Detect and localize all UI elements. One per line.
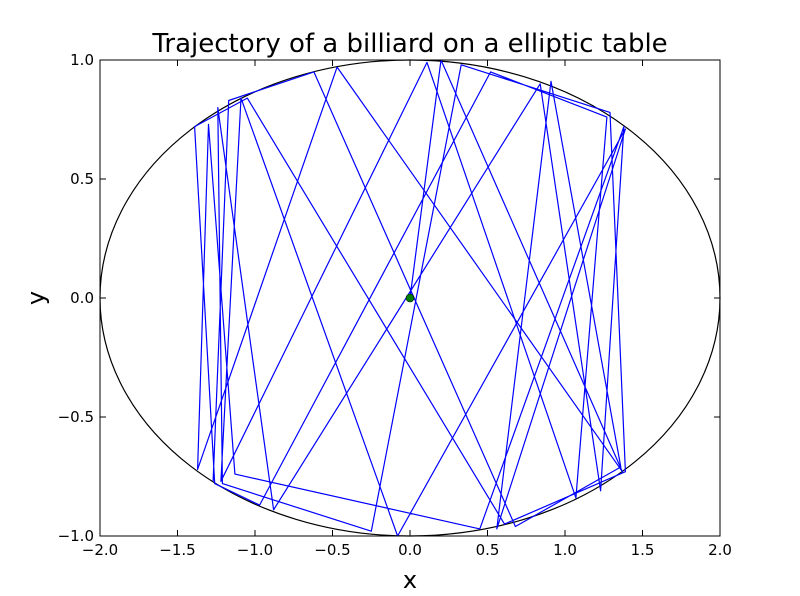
x-tick-label: 2.0 <box>708 541 732 559</box>
y-tick-label: 0.0 <box>70 289 94 307</box>
x-tick-label: −0.5 <box>314 541 350 559</box>
x-tick-label: 0.5 <box>476 541 500 559</box>
trajectory-line <box>194 59 627 537</box>
y-tick-label: 1.0 <box>70 51 94 69</box>
start-point-marker <box>405 293 415 303</box>
x-tick-label: 1.0 <box>553 541 577 559</box>
axis-ticks: −2.0 −1.5 −1.0 −0.5 0.0 0.5 1.0 1.5 2.0 −1.0 −0.5 0… <box>58 51 732 559</box>
axes-frame <box>99 59 721 537</box>
x-tick-label: −1.5 <box>159 541 195 559</box>
y-tick-label: 0.5 <box>70 170 94 188</box>
y-axis-label: y <box>22 291 50 305</box>
x-tick-label: 0.0 <box>398 541 422 559</box>
y-tick-label: −1.0 <box>58 527 94 545</box>
x-tick-label: −2.0 <box>82 541 118 559</box>
x-tick-label: −1.0 <box>237 541 273 559</box>
y-tick-label: −0.5 <box>58 408 94 426</box>
x-axis-label: x <box>403 566 417 594</box>
chart-title: Trajectory of a billiard on a elliptic t… <box>151 29 667 59</box>
x-tick-label: 1.5 <box>631 541 655 559</box>
